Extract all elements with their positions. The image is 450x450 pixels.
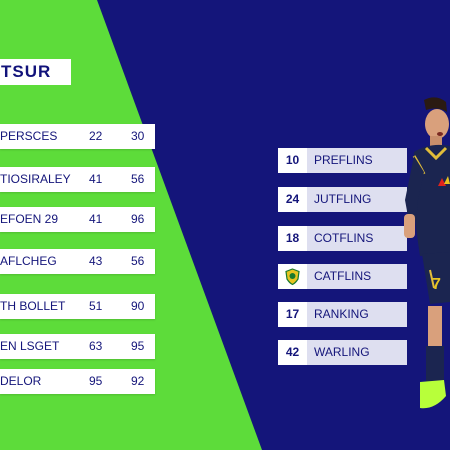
item-number: 17 [278,302,307,327]
table-row: TIOSIRALEY 41 56 [0,167,155,192]
list-item: 24 JUTFLING [278,187,407,212]
club-crest-icon [278,264,307,289]
row-value-1: 41 [89,212,103,226]
row-value-2: 30 [131,129,145,143]
row-name: DELOR [0,374,42,388]
item-label: RANKING [314,307,369,321]
item-number: 24 [278,187,307,212]
row-value-2: 56 [131,172,145,186]
table-row: EFOEN 29 41 96 [0,207,155,232]
item-label: COTFLINS [314,231,374,245]
row-value-2: 92 [131,374,145,388]
item-label: CATFLINS [314,269,372,283]
row-value-2: 90 [131,299,145,313]
row-name: AFLCHEG [0,254,57,268]
row-value-2: 95 [131,339,145,353]
table-row: TH BOLLET 51 90 [0,294,155,319]
player-figure [404,97,450,409]
list-item: 42 WARLING [278,340,407,365]
item-number: 10 [278,148,307,173]
item-number: 18 [278,226,307,251]
row-value-1: 41 [89,172,103,186]
table-row: DELOR 95 92 [0,369,155,394]
row-name: TH BOLLET [0,299,66,313]
row-value-1: 63 [89,339,103,353]
page-title-text: TSUR [1,62,52,81]
item-label: WARLING [314,345,370,359]
list-item: 17 RANKING [278,302,407,327]
item-number: 42 [278,340,307,365]
row-name: TIOSIRALEY [0,172,71,186]
row-value-2: 56 [131,254,145,268]
row-value-1: 51 [89,299,103,313]
list-item: CATFLINS [278,264,407,289]
table-row: PERSCES 22 30 [0,124,155,149]
row-name: EN LSGET [0,339,60,353]
row-value-1: 95 [89,374,103,388]
table-row: EN LSGET 63 95 [0,334,155,359]
table-row: AFLCHEG 43 56 [0,249,155,274]
item-label: JUTFLING [314,192,372,206]
item-label: PREFLINS [314,153,373,167]
page-title: TSUR [0,59,71,85]
list-item: 18 COTFLINS [278,226,407,251]
row-value-2: 96 [131,212,145,226]
jersey-number: 7 [432,276,441,293]
list-item: 10 PREFLINS [278,148,407,173]
row-name: PERSCES [0,129,58,143]
row-name: EFOEN 29 [0,212,59,226]
row-value-1: 43 [89,254,103,268]
row-value-1: 22 [89,129,103,143]
